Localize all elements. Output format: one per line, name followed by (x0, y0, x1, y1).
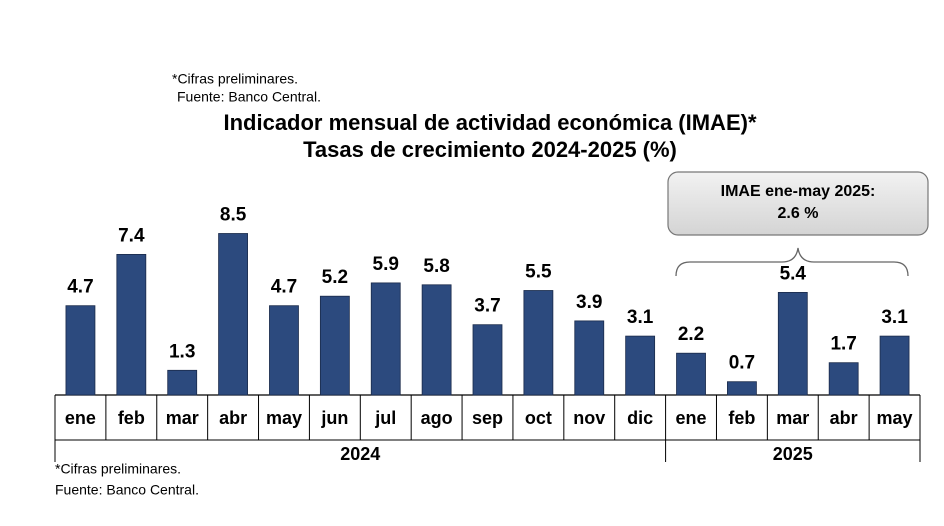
value-label: 4.7 (271, 277, 297, 298)
bar (777, 291, 808, 396)
value-label: 5.5 (525, 262, 552, 283)
x-tick-label: feb (728, 408, 755, 428)
x-tick-label: abr (219, 408, 247, 428)
x-tick-label: dic (627, 408, 653, 428)
x-tick-label: may (877, 408, 913, 428)
value-label: 3.9 (576, 292, 602, 313)
bar (116, 253, 147, 396)
x-tick-label: feb (118, 408, 145, 428)
value-label: 5.2 (322, 267, 348, 288)
value-label: 5.4 (780, 263, 807, 284)
value-label: 5.8 (423, 256, 449, 277)
value-label: 3.7 (474, 296, 500, 317)
value-label: 3.1 (627, 307, 654, 328)
chart-title: Indicador mensual de actividad económica… (223, 110, 756, 135)
bar (65, 305, 96, 396)
value-label: 7.4 (118, 225, 145, 246)
annotation-text: 2.6 % (778, 205, 819, 222)
bar (574, 320, 605, 396)
bar (879, 335, 910, 396)
bar (370, 282, 401, 396)
value-label: 4.7 (67, 277, 93, 298)
x-tick-label: sep (472, 408, 503, 428)
note-top: *Cifras preliminares. (172, 71, 298, 87)
bar (218, 233, 248, 396)
x-tick-label: jul (374, 408, 396, 428)
bar (421, 284, 452, 396)
x-tick-label: ene (676, 408, 707, 428)
brace (675, 247, 909, 277)
x-tick-label: nov (573, 408, 605, 428)
x-tick-label: abr (830, 408, 858, 428)
group-label: 2025 (773, 444, 813, 464)
x-tick-label: mar (776, 408, 809, 428)
group-label: 2024 (340, 444, 380, 464)
note-bottom: Fuente: Banco Central. (55, 482, 199, 498)
x-tick-label: jun (320, 408, 348, 428)
bar (676, 352, 706, 396)
value-label: 2.2 (678, 324, 704, 345)
note-top: Fuente: Banco Central. (177, 89, 321, 105)
bar (828, 362, 859, 396)
value-label: 0.7 (729, 353, 755, 374)
value-label: 3.1 (881, 307, 908, 328)
bar (727, 381, 757, 396)
bar (625, 335, 656, 396)
value-label: 8.5 (220, 205, 247, 226)
annotation-box (667, 171, 929, 236)
chart-subtitle: Tasas de crecimiento 2024-2025 (%) (303, 137, 677, 162)
note-bottom: *Cifras preliminares. (55, 461, 181, 477)
value-label: 5.9 (373, 254, 399, 275)
value-label: 1.7 (830, 334, 856, 355)
value-label: 1.3 (169, 341, 195, 362)
x-tick-label: ene (65, 408, 96, 428)
x-tick-label: mar (166, 408, 199, 428)
bar (319, 295, 350, 396)
bar (269, 305, 299, 396)
annotation-text: IMAE ene-may 2025: (721, 183, 876, 200)
bar (167, 369, 198, 396)
bar (472, 324, 503, 396)
x-tick-label: may (266, 408, 302, 428)
bar (523, 290, 554, 396)
x-tick-label: ago (421, 408, 453, 428)
x-tick-label: oct (525, 408, 552, 428)
